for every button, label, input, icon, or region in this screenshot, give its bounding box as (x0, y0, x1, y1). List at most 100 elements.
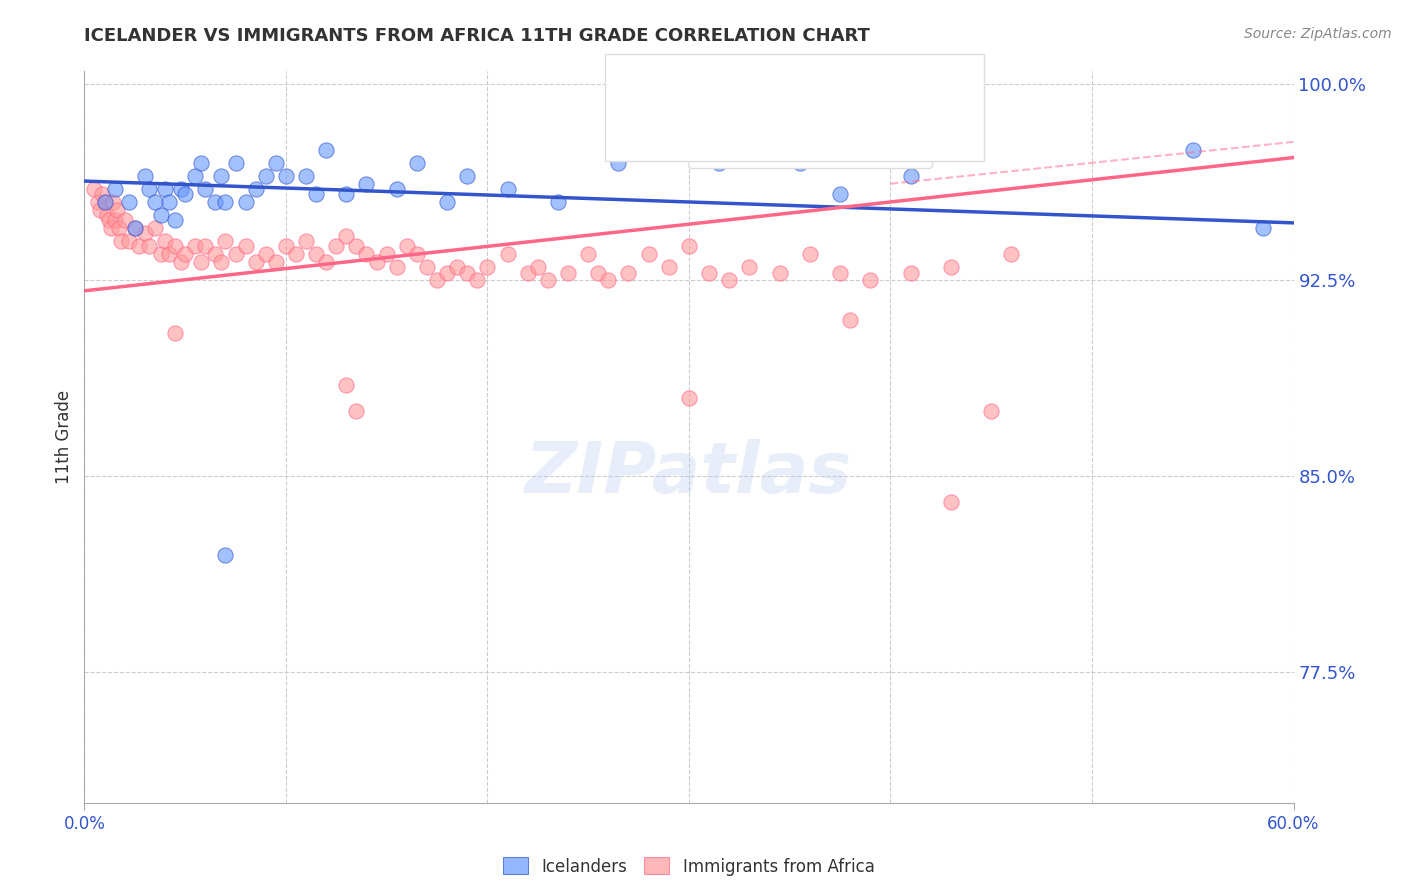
Point (295, 169, 318, 183)
Point (830, 187, 852, 202)
Point (900, 169, 922, 183)
Point (194, 239, 217, 253)
Point (467, 273, 489, 287)
Point (184, 239, 207, 253)
Point (89, 202, 111, 217)
Point (980, 404, 1002, 418)
Point (385, 260, 408, 275)
Point (456, 169, 478, 183)
Point (149, 208, 172, 222)
Point (576, 247, 599, 261)
Point (356, 247, 378, 261)
Point (446, 260, 468, 275)
Point (254, 169, 277, 183)
Point (709, 155, 731, 169)
Point (658, 260, 681, 275)
Point (83, 182, 105, 196)
Point (839, 312, 862, 326)
Point (346, 404, 368, 418)
Point (496, 182, 519, 196)
Point (477, 260, 499, 275)
Point (107, 221, 129, 235)
Point (105, 202, 128, 217)
Point (264, 255, 287, 269)
Point (209, 169, 232, 183)
Point (225, 155, 247, 169)
Point (1253, 221, 1275, 235)
Point (335, 228, 357, 243)
Point (93, 194, 115, 209)
Point (537, 273, 560, 287)
Point (165, 326, 187, 340)
Point (204, 194, 226, 209)
Point (607, 155, 630, 169)
Point (93, 194, 115, 209)
Point (406, 247, 429, 261)
Point (285, 247, 308, 261)
Point (104, 182, 127, 196)
Point (143, 221, 166, 235)
Point (939, 495, 962, 509)
Point (416, 260, 439, 275)
Point (138, 182, 160, 196)
Text: ICELANDER VS IMMIGRANTS FROM AFRICA 11TH GRADE CORRELATION CHART: ICELANDER VS IMMIGRANTS FROM AFRICA 11TH… (84, 27, 870, 45)
Text: Source: ZipAtlas.com: Source: ZipAtlas.com (1244, 27, 1392, 41)
Point (406, 155, 429, 169)
Point (138, 239, 160, 253)
Point (264, 155, 287, 169)
Point (697, 265, 720, 279)
Point (335, 187, 357, 202)
Point (235, 194, 257, 209)
Point (124, 221, 146, 235)
Point (96, 208, 118, 222)
Point (436, 194, 458, 209)
Point (325, 239, 347, 253)
Point (588, 265, 610, 279)
Point (254, 247, 277, 261)
Point (204, 247, 226, 261)
Point (375, 247, 398, 261)
Point (274, 239, 297, 253)
Point (101, 194, 124, 209)
Point (157, 194, 180, 209)
Text: ZIPatlas: ZIPatlas (526, 439, 852, 508)
Point (769, 265, 792, 279)
Point (245, 255, 267, 269)
Point (346, 239, 368, 253)
Point (859, 273, 882, 287)
Point (153, 182, 176, 196)
Point (153, 234, 176, 248)
Point (305, 187, 328, 202)
Point (165, 239, 187, 253)
Point (194, 182, 217, 196)
Point (87, 194, 110, 209)
Point (143, 194, 166, 209)
Point (799, 247, 821, 261)
Point (718, 273, 741, 287)
Point (170, 182, 193, 196)
Legend: Icelanders, Immigrants from Africa: Icelanders, Immigrants from Africa (496, 851, 882, 882)
Point (516, 265, 538, 279)
Point (557, 265, 579, 279)
Point (366, 255, 388, 269)
Point (305, 247, 328, 261)
Point (598, 273, 620, 287)
Point (738, 260, 761, 275)
Point (235, 239, 257, 253)
Point (190, 155, 212, 169)
Point (91, 187, 114, 202)
Point (157, 247, 180, 261)
Point (678, 391, 700, 405)
Point (100, 221, 122, 235)
Point (335, 377, 357, 392)
Point (128, 239, 150, 253)
Point (209, 255, 232, 269)
Point (395, 239, 418, 253)
Point (165, 213, 187, 227)
Point (225, 247, 247, 261)
Point (356, 177, 378, 191)
Point (426, 273, 449, 287)
Point (214, 548, 236, 562)
Point (830, 265, 852, 279)
Point (174, 187, 197, 202)
